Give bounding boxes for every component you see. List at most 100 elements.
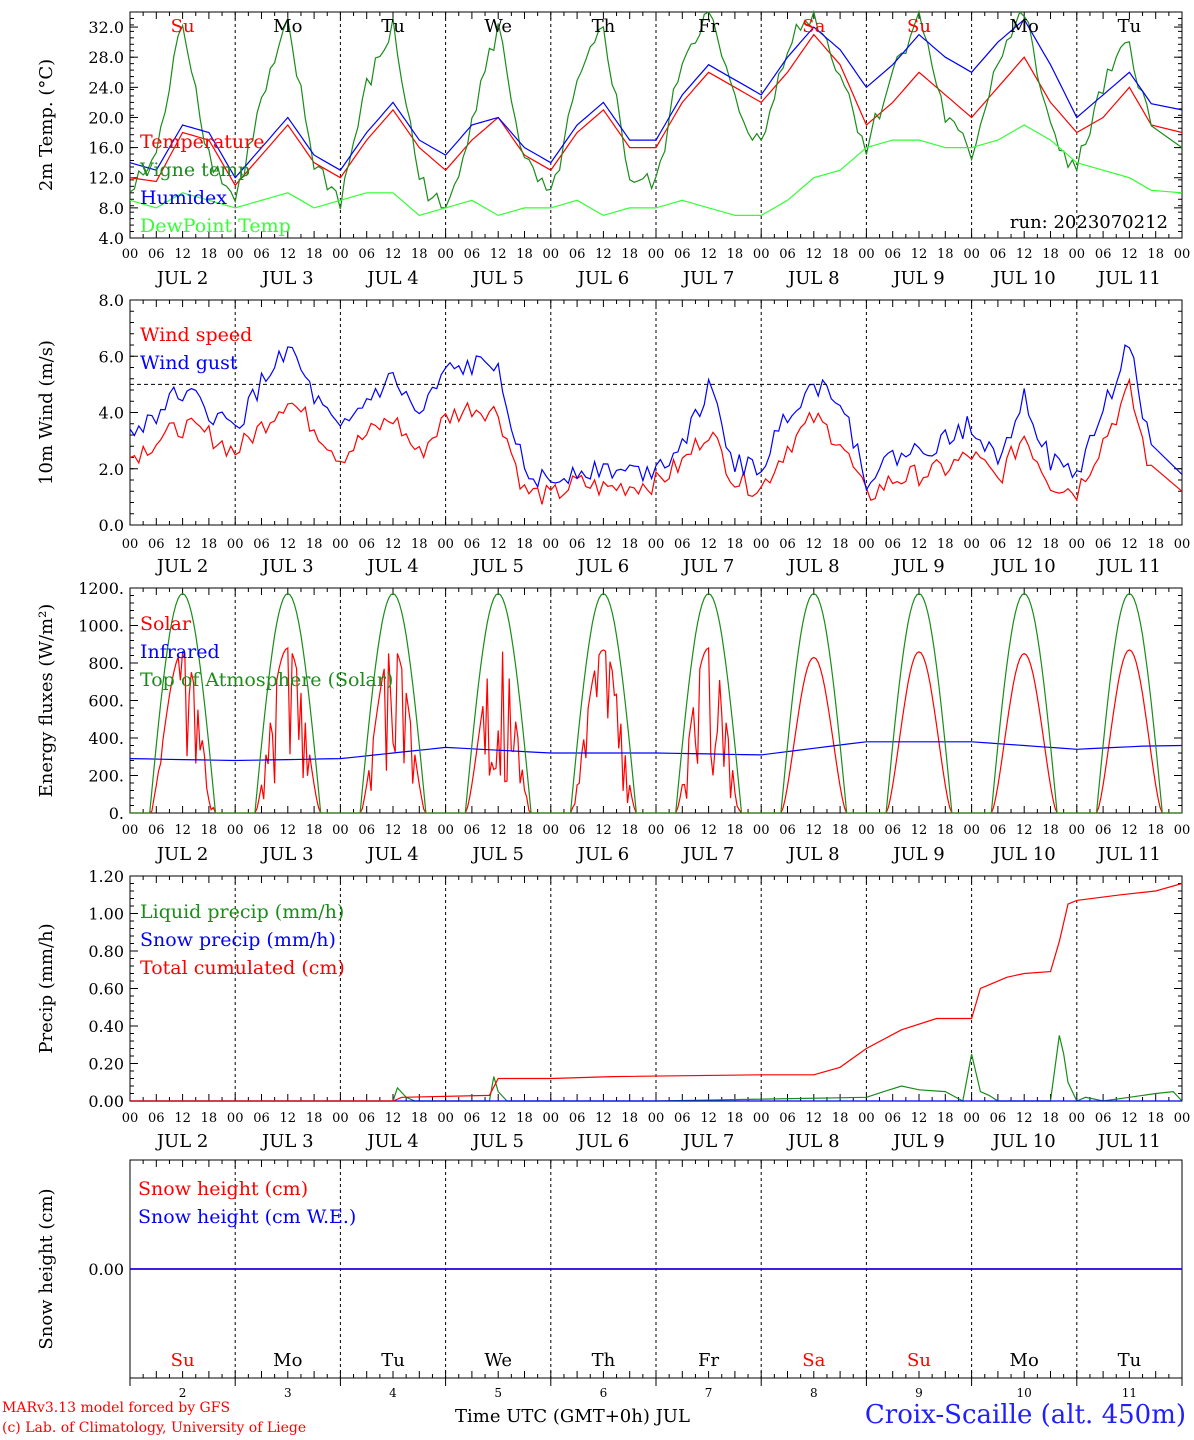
day-of-week-label: Th <box>592 16 616 37</box>
x-hour-label: 12 <box>595 247 612 262</box>
day-of-week-label: Su <box>171 1350 195 1371</box>
day-number-label: 6 <box>600 1386 608 1400</box>
x-hour-label: 06 <box>674 1111 691 1126</box>
x-date-label: JUL 4 <box>365 844 419 865</box>
x-hour-label: 18 <box>621 247 638 262</box>
x-hour-label: 06 <box>253 823 270 838</box>
x-hour-label: 18 <box>411 537 428 552</box>
x-hour-label: 18 <box>516 247 533 262</box>
x-hour-label: 00 <box>227 1111 244 1126</box>
x-hour-label: 06 <box>1095 823 1112 838</box>
legend-entry: DewPoint Temp <box>140 215 291 237</box>
x-hour-label: 06 <box>569 823 586 838</box>
x-hour-label: 06 <box>253 247 270 262</box>
y-tick-label: 400. <box>88 729 124 748</box>
x-hour-label: 12 <box>595 537 612 552</box>
x-hour-label: 00 <box>122 823 139 838</box>
x-date-label: JUL 11 <box>1096 268 1161 289</box>
x-hour-label: 06 <box>464 247 481 262</box>
x-hour-label: 00 <box>437 247 454 262</box>
x-hour-label: 00 <box>543 537 560 552</box>
x-hour-label: 00 <box>122 247 139 262</box>
x-hour-label: 18 <box>937 1111 954 1126</box>
day-of-week-label: Tu <box>381 16 405 37</box>
x-date-label: JUL 9 <box>891 556 945 577</box>
y-tick-label: 16.0 <box>88 139 124 158</box>
x-hour-label: 12 <box>911 537 928 552</box>
x-hour-label: 06 <box>253 537 270 552</box>
day-of-week-label: Mo <box>1010 1350 1039 1371</box>
x-hour-label: 18 <box>832 537 849 552</box>
x-hour-label: 18 <box>201 247 218 262</box>
y-tick-label: 12.0 <box>88 169 124 188</box>
series-line <box>129 741 1183 762</box>
x-hour-label: 00 <box>963 823 980 838</box>
x-hour-label: 12 <box>490 823 507 838</box>
x-hour-label: 06 <box>1095 537 1112 552</box>
x-hour-label: 12 <box>490 1111 507 1126</box>
x-hour-label: 06 <box>358 247 375 262</box>
x-date-label: JUL 3 <box>260 1131 314 1152</box>
day-of-week-label: Fr <box>698 1350 719 1371</box>
x-hour-label: 06 <box>674 247 691 262</box>
x-date-label: JUL 5 <box>470 268 524 289</box>
y-tick-label: 0.20 <box>88 1055 124 1074</box>
series-line <box>129 124 1183 217</box>
x-hour-label: 06 <box>464 537 481 552</box>
run-annotation: run: 2023070212 <box>1010 212 1168 233</box>
y-axis-label: 10m Wind (m/s) <box>36 340 57 485</box>
y-tick-label: 2.0 <box>99 460 124 479</box>
x-hour-label: 12 <box>806 247 823 262</box>
x-hour-label: 06 <box>148 537 165 552</box>
legend-entry: Temperature <box>140 131 264 153</box>
x-hour-label: 00 <box>753 537 770 552</box>
x-hour-label: 18 <box>937 537 954 552</box>
x-hour-label: 18 <box>621 823 638 838</box>
x-hour-label: 00 <box>648 1111 665 1126</box>
y-tick-label: 4.0 <box>99 404 124 423</box>
x-hour-label: 12 <box>806 537 823 552</box>
x-hour-label: 06 <box>1095 247 1112 262</box>
x-hour-label: 06 <box>884 247 901 262</box>
x-hour-label: 18 <box>727 823 744 838</box>
x-hour-label: 18 <box>1147 537 1164 552</box>
x-date-label: JUL 11 <box>1096 1131 1161 1152</box>
x-date-label: JUL 10 <box>991 268 1056 289</box>
day-of-week-label: Mo <box>273 16 302 37</box>
y-tick-label: 0.80 <box>88 942 124 961</box>
x-hour-label: 18 <box>1042 247 1059 262</box>
x-hour-label: 12 <box>280 247 297 262</box>
x-hour-label: 12 <box>1016 247 1033 262</box>
x-date-label: JUL 2 <box>155 844 209 865</box>
y-tick-label: 1000. <box>78 617 124 636</box>
x-hour-label: 18 <box>201 823 218 838</box>
x-hour-label: 00 <box>858 247 875 262</box>
x-date-label: JUL 6 <box>576 1131 630 1152</box>
series-line <box>130 882 1183 1102</box>
legend-entry: Humidex <box>140 187 227 209</box>
x-date-label: JUL 3 <box>260 556 314 577</box>
x-hour-label: 06 <box>779 537 796 552</box>
x-hour-label: 18 <box>516 537 533 552</box>
x-hour-label: 12 <box>490 247 507 262</box>
x-hour-label: 12 <box>174 823 191 838</box>
x-hour-label: 18 <box>1042 537 1059 552</box>
x-date-label: JUL 7 <box>681 844 735 865</box>
y-tick-label: 0.00 <box>88 1260 124 1279</box>
x-hour-label: 18 <box>306 823 323 838</box>
x-hour-label: 06 <box>884 823 901 838</box>
day-of-week-label: Su <box>171 16 195 37</box>
x-date-label: JUL 6 <box>576 556 630 577</box>
day-number-label: 11 <box>1122 1386 1137 1400</box>
x-hour-label: 18 <box>727 247 744 262</box>
x-hour-label: 18 <box>832 1111 849 1126</box>
x-hour-label: 18 <box>306 247 323 262</box>
x-hour-label: 12 <box>1016 537 1033 552</box>
x-hour-label: 00 <box>543 1111 560 1126</box>
x-hour-label: 18 <box>937 247 954 262</box>
x-date-label: JUL 2 <box>155 268 209 289</box>
station-name: Croix-Scaille (alt. 450m) <box>864 1400 1186 1430</box>
day-of-week-label: Tu <box>1118 1350 1142 1371</box>
x-hour-label: 12 <box>385 823 402 838</box>
